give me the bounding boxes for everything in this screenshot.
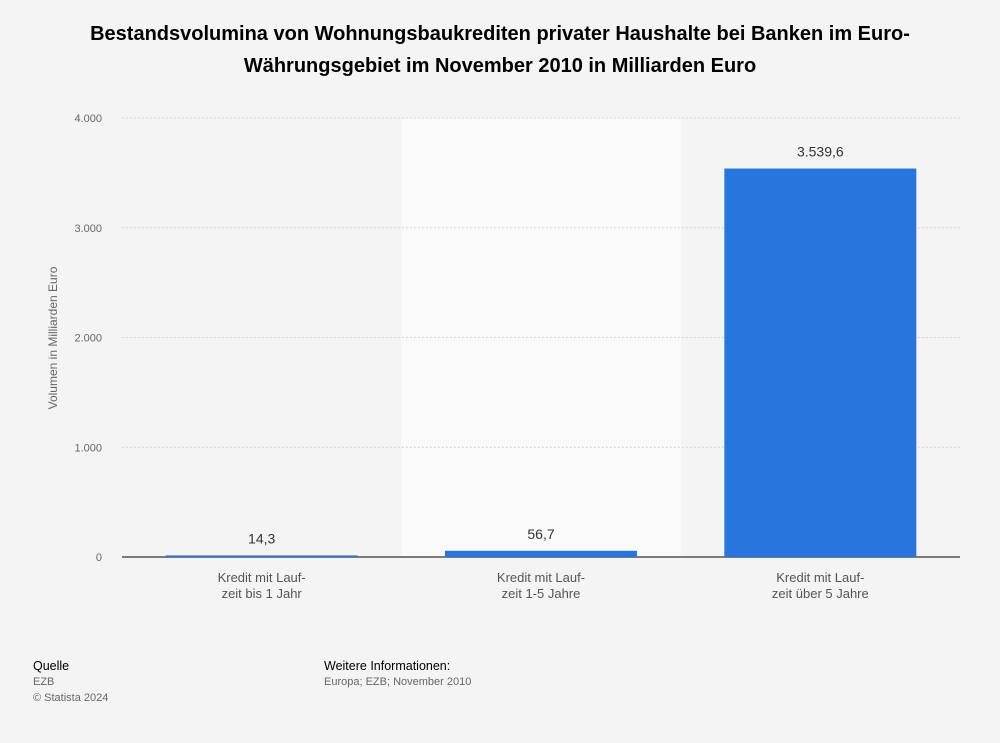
data-label: 3.539,6 <box>797 144 844 160</box>
bar <box>165 555 358 557</box>
y-tick-label: 2.000 <box>74 333 102 345</box>
y-tick-label: 3.000 <box>74 223 102 235</box>
bar <box>445 550 637 557</box>
source-name: EZB <box>33 676 55 688</box>
y-tick-label: 4.000 <box>74 113 102 125</box>
x-tick-label: Kredit mit Lauf- <box>218 570 306 585</box>
info-block: Weitere Informationen: Europa; EZB; Nove… <box>324 658 471 690</box>
chart-title: Bestandsvolumina von Wohnungsbaukrediten… <box>90 23 910 77</box>
info-heading: Weitere Informationen: <box>324 659 451 673</box>
copyright: © Statista 2024 <box>33 692 109 704</box>
source-block: Quelle EZB © Statista 2024 <box>33 658 108 706</box>
y-tick-label: 0 <box>96 552 102 564</box>
source-heading: Quelle <box>33 659 70 673</box>
x-tick-label: zeit über 5 Jahre <box>772 586 869 601</box>
y-tick-label: 1.000 <box>74 442 102 454</box>
bar <box>724 168 917 557</box>
data-label: 14,3 <box>248 530 275 546</box>
info-text: Europa; EZB; November 2010 <box>324 676 472 688</box>
x-tick-label: Kredit mit Lauf- <box>497 570 585 585</box>
x-tick-label: zeit bis 1 Jahr <box>222 586 303 601</box>
x-tick-label: zeit 1-5 Jahre <box>502 586 581 601</box>
x-tick-label: Kredit mit Lauf- <box>776 570 864 585</box>
y-axis-label: Volumen in Milliarden Euro <box>46 266 60 409</box>
data-label: 56,7 <box>527 526 554 542</box>
